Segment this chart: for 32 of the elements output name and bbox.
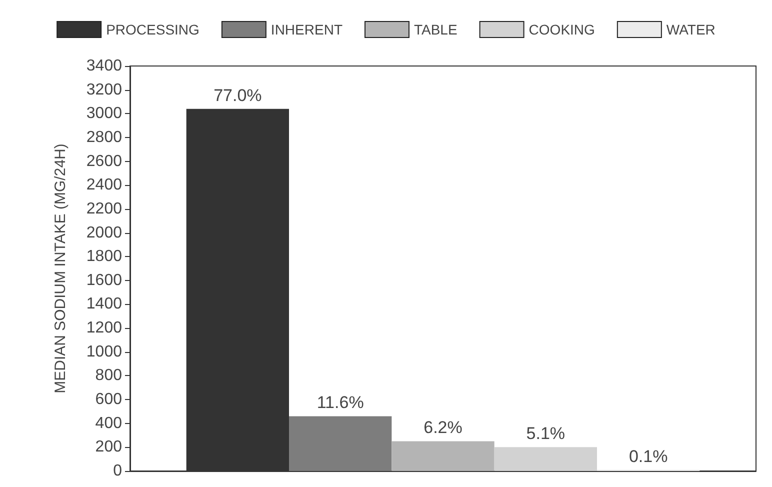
y-tick-label: 1800: [86, 248, 122, 266]
legend-label: WATER: [666, 22, 716, 38]
y-tick-label: 1400: [86, 296, 122, 313]
y-tick-label: 3400: [86, 58, 122, 74]
annotation: 11.6%: [316, 393, 364, 412]
y-tick-label: 2600: [86, 152, 122, 170]
y-tick-label: 3200: [86, 81, 122, 98]
y-tick-label: 3000: [86, 105, 122, 122]
legend-label: INHERENT: [270, 22, 343, 38]
y-tick-label: 0: [113, 462, 122, 480]
bar: [392, 441, 494, 471]
y-tick-label: 2800: [86, 128, 122, 146]
y-tick-label: 1000: [86, 343, 122, 360]
y-tick-label: 2400: [86, 176, 122, 194]
annotation: 6.2%: [424, 418, 462, 438]
y-tick-label: 1600: [86, 272, 122, 289]
legend-label: COOKING: [528, 22, 595, 38]
y-tick-label: 2200: [86, 200, 122, 218]
y-tick-label: 1200: [86, 320, 122, 337]
bar: [289, 416, 392, 471]
annotation: 0.1%: [628, 446, 668, 466]
y-tick-label: 800: [95, 367, 122, 384]
y-axis-title: MEDIAN SODIUM INTAKE (MG/24H): [52, 144, 69, 394]
annotation: 77.0%: [214, 86, 262, 105]
bar: [494, 447, 597, 471]
y-tick-label: 400: [95, 414, 122, 432]
legend-label: PROCESSING: [106, 22, 200, 38]
y-tick-label: 600: [95, 391, 122, 408]
y-tick-label: 2000: [86, 224, 122, 242]
y-tick-label: 200: [95, 438, 122, 456]
annotation: 5.1%: [526, 424, 566, 444]
legend-label: TABLE: [414, 22, 458, 38]
